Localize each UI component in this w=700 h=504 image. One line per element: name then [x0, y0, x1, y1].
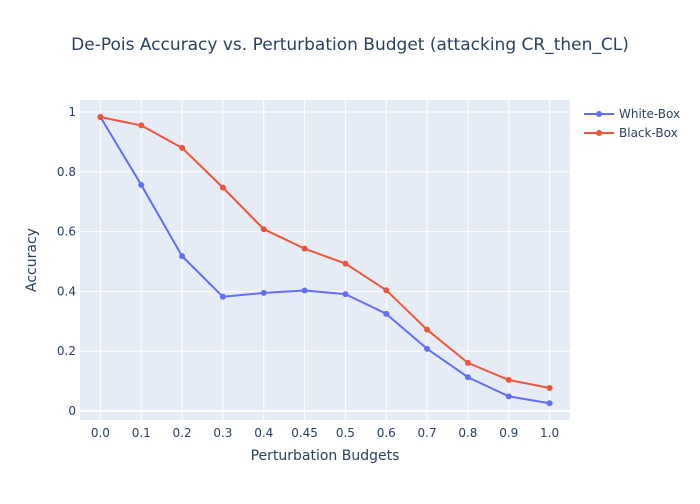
data-point-black-box: [464, 359, 471, 366]
data-point-black-box: [424, 326, 431, 333]
data-point-black-box: [342, 260, 349, 267]
data-point-white-box: [138, 181, 145, 188]
y-tick-label: 0.4: [57, 284, 76, 298]
legend-label-white-box: White-Box: [619, 107, 680, 121]
data-point-black-box: [260, 226, 267, 233]
y-tick-label: 0.8: [57, 165, 76, 179]
x-tick-label: 0.4: [254, 426, 273, 440]
x-tick-label: 0.8: [458, 426, 477, 440]
y-axis-title: Accuracy: [24, 228, 40, 292]
legend-marker-white-box: [596, 111, 602, 117]
data-point-white-box: [424, 345, 431, 352]
x-tick-label: 0.7: [418, 426, 437, 440]
x-tick-label: 0.45: [291, 426, 318, 440]
legend-item-black-box[interactable]: Black-Box: [584, 126, 678, 140]
x-tick-label: 0.2: [173, 426, 192, 440]
data-point-white-box: [219, 293, 226, 300]
x-tick-label: 0.6: [377, 426, 396, 440]
y-tick-label: 0.2: [57, 344, 76, 358]
data-point-white-box: [464, 374, 471, 381]
data-point-black-box: [138, 122, 145, 129]
legend: White-Box Black-Box: [584, 107, 680, 140]
legend-label-black-box: Black-Box: [619, 126, 678, 140]
y-tick-label: 0.6: [57, 225, 76, 239]
data-point-white-box: [260, 289, 267, 296]
y-tick-label: 0: [68, 404, 76, 418]
x-tick-label: 0.0: [91, 426, 110, 440]
data-point-black-box: [301, 245, 308, 252]
data-point-white-box: [505, 393, 512, 400]
tick-labels: 0.0 0.1 0.2 0.3 0.4 0.45 0.5 0.6 0.7 0.8 0.9 1.0 0 0.…: [57, 105, 559, 440]
x-tick-label: 0.5: [336, 426, 355, 440]
data-point-white-box: [383, 310, 390, 317]
data-point-black-box: [97, 114, 104, 121]
chart-title: De-Pois Accuracy vs. Perturbation Budget…: [71, 35, 629, 55]
x-tick-label: 0.3: [213, 426, 232, 440]
data-point-white-box: [342, 291, 349, 298]
plot-area: [80, 100, 570, 420]
x-tick-label: 0.1: [132, 426, 151, 440]
data-point-black-box: [505, 376, 512, 383]
data-point-white-box: [546, 400, 553, 407]
legend-marker-black-box: [596, 130, 602, 136]
data-point-black-box: [219, 184, 226, 191]
series-layer: [97, 114, 553, 407]
x-tick-label: 0.9: [499, 426, 518, 440]
data-point-white-box: [179, 253, 186, 260]
data-point-black-box: [179, 144, 186, 151]
data-point-white-box: [301, 287, 308, 294]
series-line-black-box: [100, 116, 550, 389]
y-tick-label: 1: [68, 105, 76, 119]
x-tick-label: 1.0: [540, 426, 559, 440]
x-axis-title: Perturbation Budgets: [251, 448, 400, 464]
data-point-black-box: [383, 287, 390, 294]
series-line-white-box: [99, 116, 550, 405]
legend-item-white-box[interactable]: White-Box: [584, 107, 680, 121]
data-point-black-box: [546, 385, 553, 391]
